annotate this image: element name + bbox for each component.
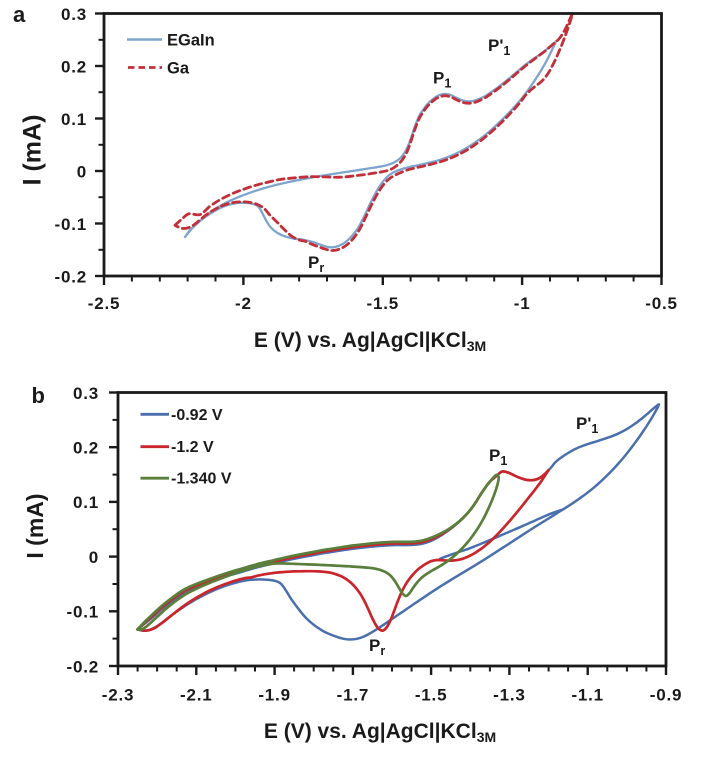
svg-text:0: 0 bbox=[77, 162, 87, 181]
svg-text:b: b bbox=[32, 383, 45, 408]
svg-text:EGaIn: EGaIn bbox=[167, 32, 215, 50]
svg-text:0.2: 0.2 bbox=[73, 439, 99, 458]
svg-text:0.3: 0.3 bbox=[73, 384, 99, 403]
svg-text:a: a bbox=[13, 2, 26, 27]
svg-text:0.2: 0.2 bbox=[61, 57, 87, 76]
svg-text:-0.2: -0.2 bbox=[67, 657, 100, 676]
svg-text:I (mA): I (mA) bbox=[22, 493, 48, 558]
svg-text:-1.1: -1.1 bbox=[571, 686, 604, 705]
svg-text:E (V) vs. Ag|AgCl|KCl3M: E (V) vs. Ag|AgCl|KCl3M bbox=[254, 329, 486, 354]
svg-text:-2: -2 bbox=[235, 294, 252, 313]
svg-text:-1.5: -1.5 bbox=[367, 294, 400, 313]
svg-text:-1.3: -1.3 bbox=[493, 686, 526, 705]
svg-text:-0.92 V: -0.92 V bbox=[171, 407, 223, 424]
svg-text:-1: -1 bbox=[514, 294, 531, 313]
svg-text:-1.2 V: -1.2 V bbox=[171, 439, 214, 456]
svg-text:-1.7: -1.7 bbox=[337, 686, 370, 705]
svg-text:-0.9: -0.9 bbox=[650, 686, 683, 705]
svg-text:0: 0 bbox=[89, 548, 99, 567]
svg-text:0.1: 0.1 bbox=[73, 493, 99, 512]
svg-text:-2.1: -2.1 bbox=[180, 686, 213, 705]
svg-text:-1.9: -1.9 bbox=[258, 686, 291, 705]
svg-text:-0.5: -0.5 bbox=[645, 294, 678, 313]
svg-text:0.3: 0.3 bbox=[61, 5, 87, 24]
svg-text:-0.1: -0.1 bbox=[55, 215, 88, 234]
svg-text:-1.5: -1.5 bbox=[415, 686, 448, 705]
svg-text:I (mA): I (mA) bbox=[19, 115, 47, 186]
svg-text:E (V) vs. Ag|AgCl|KCl3M: E (V) vs. Ag|AgCl|KCl3M bbox=[264, 720, 496, 745]
svg-text:-2.5: -2.5 bbox=[88, 294, 121, 313]
svg-text:Ga: Ga bbox=[167, 60, 190, 78]
svg-text:-1.340 V: -1.340 V bbox=[171, 471, 232, 488]
svg-text:-2.3: -2.3 bbox=[102, 686, 135, 705]
svg-text:0.1: 0.1 bbox=[61, 110, 87, 129]
svg-text:-0.1: -0.1 bbox=[67, 603, 100, 622]
svg-text:-0.2: -0.2 bbox=[55, 267, 88, 286]
